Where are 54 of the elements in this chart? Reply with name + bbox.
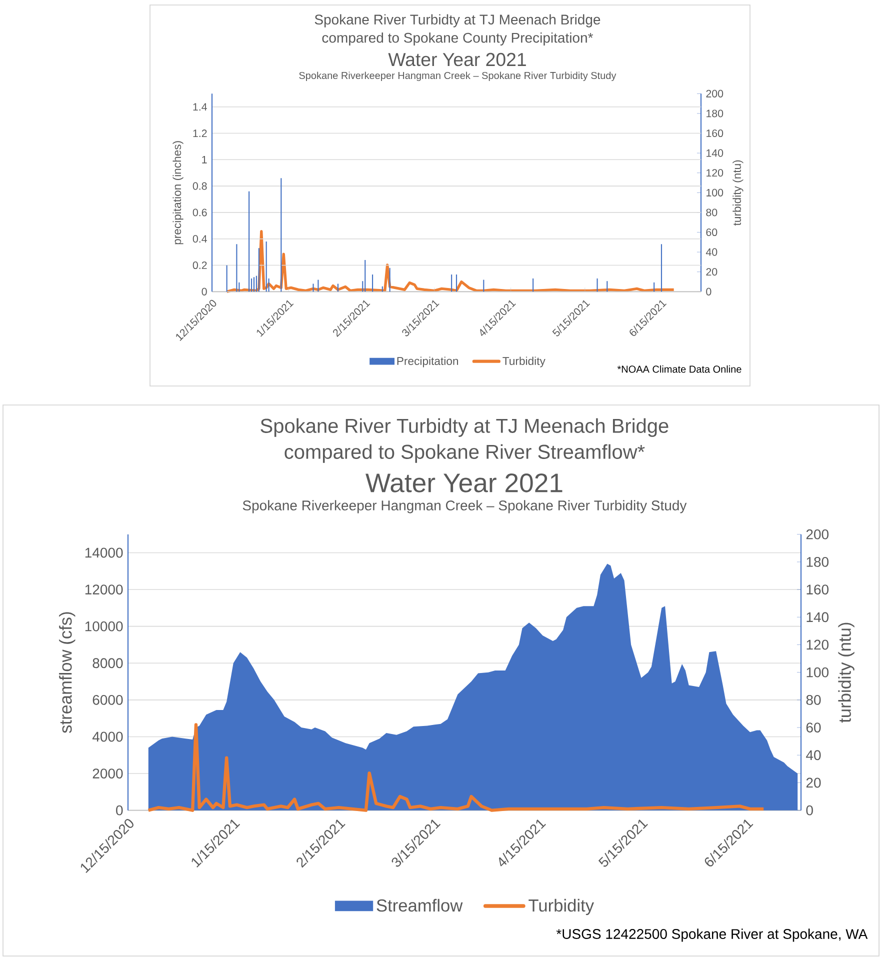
y2-tick-label: 60 [806, 722, 821, 732]
y2-tick-label: 120 [706, 169, 724, 177]
y-tick-label: 0.8 [192, 182, 207, 190]
y2-tick-label: 160 [706, 129, 724, 138]
y2-tick-label: 160 [806, 584, 829, 594]
y2-tick-label: 140 [806, 612, 829, 622]
y-tick-label: 2000 [92, 768, 123, 778]
y2-tick-label: 40 [706, 248, 718, 256]
y2-tick-label: 60 [706, 228, 718, 236]
y-tick-label: 8000 [92, 658, 123, 668]
y2-tick-label: 80 [706, 208, 718, 216]
legend-label: Turbidity [502, 356, 546, 368]
y-tick-label: 1.2 [193, 130, 207, 137]
y2-tick-label: 180 [806, 556, 829, 567]
y2-tick-label: 20 [706, 268, 718, 276]
chart-title: Spokane River Turbidty at TJ Meenach Bridge compared to Spokane River Streamflow* [260, 418, 668, 463]
text: *USGS 12422500 Spokane River at Spokane, WA [556, 928, 868, 942]
y2-tick-label: 20 [806, 778, 821, 788]
y-tick-label: 1 [202, 156, 207, 164]
text: Spokane Riverkeeper Hangman Creek – Spokane River Turbidity Study [242, 500, 687, 514]
y-tick-label: 6000 [92, 694, 123, 705]
chart-subtitle: Water Year 2021 [366, 473, 562, 492]
chart-title: Spokane River Turbidty at TJ Meenach Bridge compared to Spokane County Precipitation* [314, 14, 600, 46]
legend-label: Turbidity [528, 898, 594, 916]
y2-tick-label: 0 [806, 805, 813, 816]
y-tick-label: 12000 [85, 584, 123, 594]
legend-label: Precipitation [397, 356, 458, 368]
y-tick-label: 1.4 [193, 103, 207, 111]
y-tick-label: 10000 [85, 621, 123, 632]
text: Spokane Riverkeeper Hangman Creek – Spokane River Turbidity Study [299, 72, 616, 82]
y-tick-label: 0 [202, 288, 207, 296]
y-tick-label: 0.4 [192, 235, 207, 243]
y2-tick-label: 180 [706, 110, 724, 118]
y2-tick-label: 40 [806, 750, 821, 760]
y-tick-label: 14000 [85, 548, 123, 558]
y2-tick-label: 100 [806, 667, 829, 678]
y2-tick-label: 100 [706, 188, 724, 196]
legend-label: Streamflow [376, 898, 463, 912]
y2-tick-label: 200 [706, 90, 724, 98]
y-axis-title: streamflow (cfs) [59, 612, 76, 733]
y-tick-label: 0.6 [192, 208, 207, 216]
y2-axis-title: turbidity (ntu) [838, 622, 854, 723]
y-axis-title: precipitation (inches) [172, 141, 184, 244]
y2-tick-label: 0 [706, 288, 712, 296]
y2-axis-title: turbidity (ntu) [732, 160, 744, 226]
y2-tick-label: 200 [806, 529, 829, 540]
text: *NOAA Climate Data Online [617, 365, 742, 373]
chart-subtitle: Water Year 2021 [388, 52, 526, 66]
y-tick-label: 0.2 [192, 261, 207, 270]
y-tick-label: 0 [116, 805, 123, 816]
y2-tick-label: 120 [806, 640, 829, 650]
y2-tick-label: 80 [806, 694, 821, 705]
y2-tick-label: 140 [706, 149, 724, 157]
y-tick-label: 4000 [92, 732, 123, 742]
